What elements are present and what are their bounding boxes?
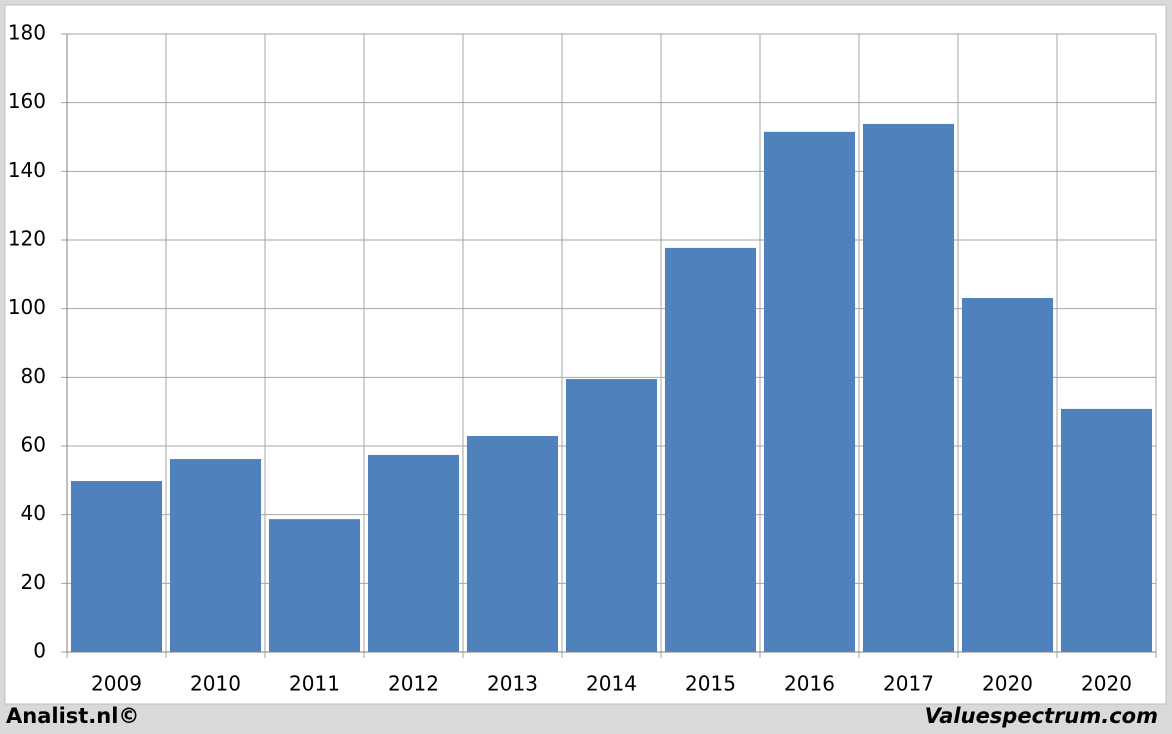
y-tick-label: 160 xyxy=(8,89,46,113)
x-tick-label: 2020 xyxy=(1081,672,1132,696)
bar xyxy=(367,454,460,652)
x-tick-label: 2014 xyxy=(586,672,637,696)
y-tick-label: 0 xyxy=(33,639,46,663)
x-tick-label: 2013 xyxy=(487,672,538,696)
x-tick-label: 2016 xyxy=(784,672,835,696)
x-tick-label: 2011 xyxy=(289,672,340,696)
x-tick-label: 2015 xyxy=(685,672,736,696)
x-tick-label: 2020 xyxy=(982,672,1033,696)
bar xyxy=(862,123,955,653)
bar xyxy=(70,481,163,652)
y-tick-label: 180 xyxy=(8,21,46,45)
x-tick-label: 2009 xyxy=(91,672,142,696)
bar xyxy=(466,436,559,652)
y-tick-label: 40 xyxy=(21,501,46,525)
y-tick-label: 120 xyxy=(8,227,46,251)
y-tick-label: 80 xyxy=(21,364,46,388)
bar xyxy=(565,379,658,652)
y-tick-label: 100 xyxy=(8,295,46,319)
x-tick-label: 2012 xyxy=(388,672,439,696)
bar xyxy=(169,459,262,652)
bar xyxy=(1060,408,1153,652)
bar xyxy=(268,519,361,652)
bar xyxy=(664,247,757,652)
bar xyxy=(961,298,1054,652)
source-left: Analist.nl© xyxy=(6,704,139,728)
y-tick-label: 60 xyxy=(21,433,46,457)
bar xyxy=(763,131,856,653)
y-tick-label: 140 xyxy=(8,158,46,182)
x-tick-label: 2017 xyxy=(883,672,934,696)
y-tick-label: 20 xyxy=(21,570,46,594)
source-right: Valuespectrum.com xyxy=(925,704,1158,728)
x-tick-label: 2010 xyxy=(190,672,241,696)
